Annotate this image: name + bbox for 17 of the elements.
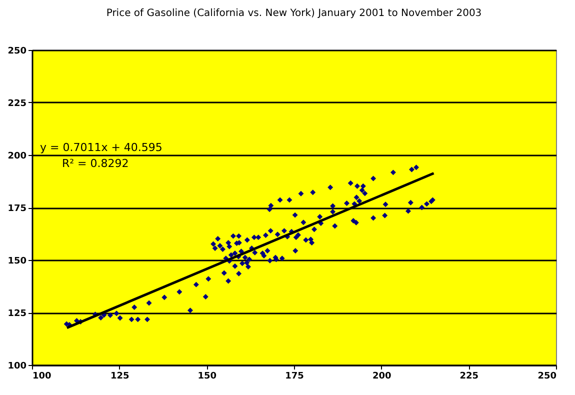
x-tick-label: 250 [538,372,556,382]
annotation: y = 0.7011x + 40.595 [40,141,162,154]
y-tick-label: 125 [8,309,26,319]
chart-title: Price of Gasoline (California vs. New York) January 2001 to November 2003 [106,8,482,19]
y-tick-label: 175 [8,204,26,214]
x-tick-label: 125 [110,372,130,382]
y-tick-label: 225 [8,99,26,109]
x-tick-label: 100 [32,372,52,382]
x-tick-label: 150 [198,372,217,382]
x-tick-label: 175 [285,372,304,382]
annotation: R² = 0.8292 [62,157,129,170]
x-tick-label: 200 [372,372,392,382]
y-tick-label: 150 [8,256,26,266]
y-tick-label: 250 [8,46,26,56]
x-tick-label: 225 [460,372,479,382]
y-tick-label: 200 [8,152,26,162]
y-tick-label: 100 [8,362,26,372]
